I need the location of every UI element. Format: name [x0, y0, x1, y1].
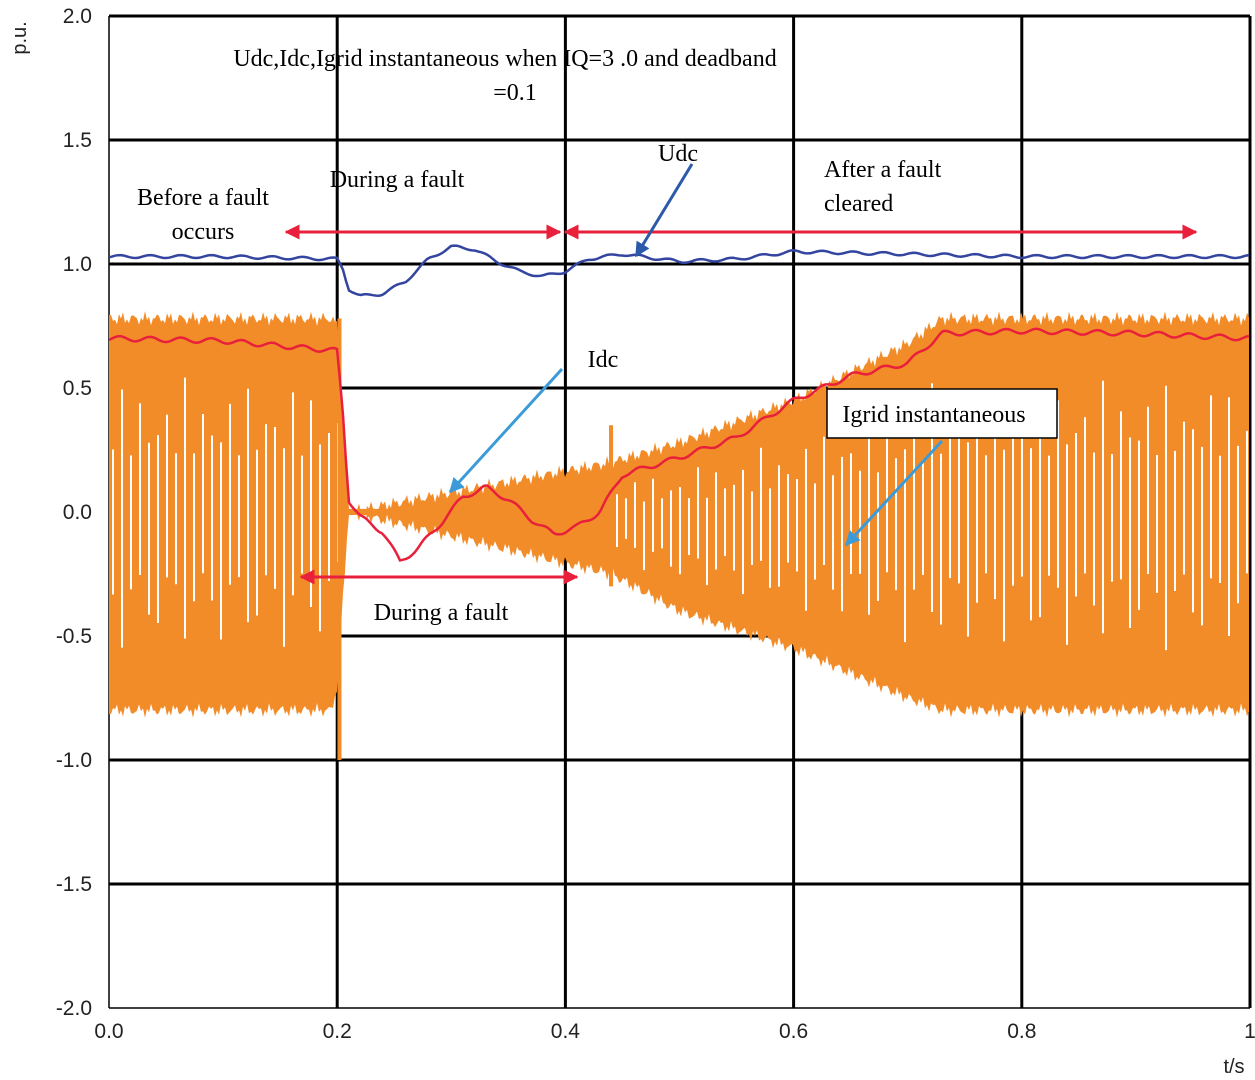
x-tick-label: 0.4 [551, 1020, 581, 1043]
x-axis-label: t/s [1223, 1056, 1244, 1078]
x-tick-labels: 0.0 0.2 0.4 0.6 0.8 1 [94, 1020, 1255, 1043]
y-tick-label: 2.0 [63, 5, 92, 28]
annotation-idc-label: Idc [588, 347, 619, 373]
y-tick-label: -1.0 [56, 749, 92, 772]
annotation-igrid-label: Igrid instantaneous [842, 402, 1025, 428]
y-tick-label: 0.5 [63, 377, 92, 400]
annotation-udc-label: Udc [658, 141, 698, 167]
annotation-during-fault-top: During a fault [330, 167, 465, 193]
arrow-igrid-callout [844, 439, 944, 547]
annotation-before-fault-line2: occurs [172, 219, 235, 245]
arrow-udc-callout [634, 163, 694, 258]
chart-title-line2: =0.1 [493, 80, 537, 106]
y-tick-label: 0.0 [63, 501, 92, 524]
y-tick-label: -2.0 [56, 997, 92, 1020]
x-tick-label: 0.2 [323, 1020, 352, 1043]
annotation-after-fault-line2: cleared [824, 191, 893, 217]
series-udc-line [109, 244, 1250, 297]
y-tick-label: -0.5 [56, 625, 92, 648]
y-tick-label: 1.5 [63, 129, 92, 152]
x-tick-label: 0.8 [1007, 1020, 1036, 1043]
y-tick-label: -1.5 [56, 873, 92, 896]
legend-box-igrid [826, 388, 1058, 439]
annotation-during-fault-bottom: During a fault [374, 600, 509, 626]
annotation-before-fault-line1: Before a fault [137, 185, 269, 211]
y-tick-label: 1.0 [63, 253, 92, 276]
x-tick-label: 1 [1244, 1020, 1255, 1043]
chart-title: Udc,Idc,Igrid instantaneous when IQ=3 .0… [233, 46, 776, 72]
annotation-during-fault-bottom-box [360, 590, 523, 628]
y-axis-label: p.u. [9, 21, 31, 54]
y-tick-labels: 2.0 1.5 1.0 0.5 0.0 -0.5 -1.0 -1.5 -2.0 [56, 5, 92, 1020]
arrow-idc-callout [448, 367, 564, 494]
series-idc-line [109, 327, 1250, 562]
x-tick-label: 0.0 [94, 1020, 123, 1043]
annotation-after-fault-line1: After a fault [824, 157, 942, 183]
x-tick-label: 0.6 [779, 1020, 808, 1043]
